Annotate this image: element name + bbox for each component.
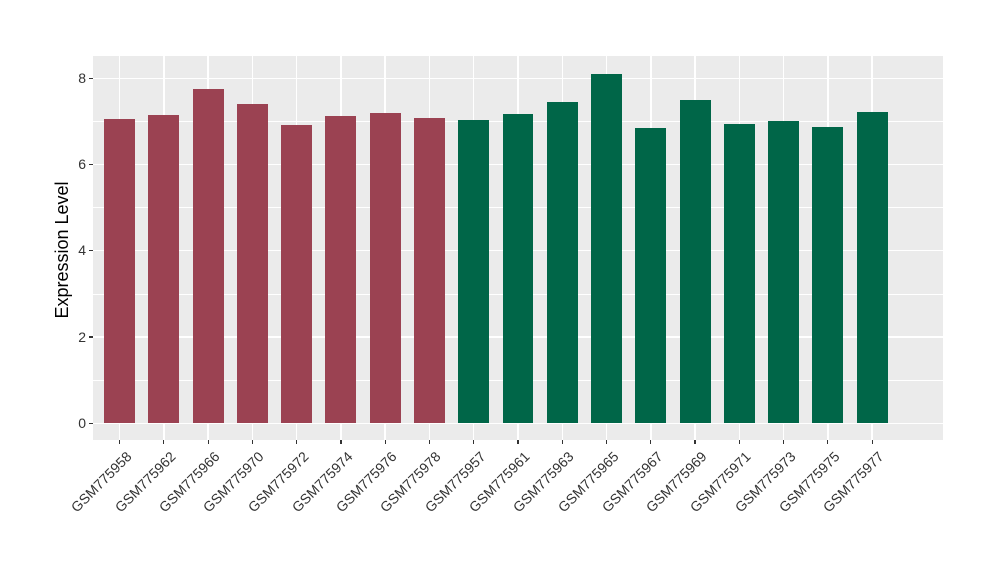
y-tick-label: 2 <box>78 328 86 345</box>
bar-GSM775974 <box>325 115 357 424</box>
x-axis-tick <box>384 440 386 444</box>
bar-GSM775958 <box>104 119 136 424</box>
bar-GSM775977 <box>856 111 888 424</box>
y-tick-label: 4 <box>78 242 86 259</box>
x-axis-tick <box>296 440 298 444</box>
x-axis-tick <box>561 440 563 444</box>
bar-GSM775972 <box>281 124 313 424</box>
x-axis-tick <box>517 440 519 444</box>
bar-GSM775978 <box>413 118 445 424</box>
x-axis-tick <box>738 440 740 444</box>
x-axis-tick <box>163 440 165 444</box>
y-axis-tick <box>89 250 93 252</box>
bar-GSM775973 <box>768 121 800 424</box>
bar-GSM775962 <box>148 114 180 424</box>
x-axis-tick <box>118 440 121 444</box>
bar-GSM775969 <box>679 99 711 424</box>
y-axis-tick <box>89 77 93 79</box>
x-axis-tick <box>207 440 209 444</box>
y-axis-tick <box>89 163 93 166</box>
x-axis-tick <box>871 440 873 444</box>
horizontal-major-gridline <box>93 77 943 79</box>
bar-GSM775965 <box>591 74 623 424</box>
x-axis-tick <box>428 440 431 444</box>
bar-GSM775957 <box>458 119 490 424</box>
x-axis-tick <box>783 440 785 444</box>
y-tick-label: 6 <box>78 156 86 173</box>
x-axis-tick <box>650 440 652 444</box>
bar-GSM775967 <box>635 128 667 424</box>
bar-GSM775976 <box>369 112 401 424</box>
bar-GSM775966 <box>192 89 224 424</box>
x-axis-tick <box>694 440 696 444</box>
y-tick-label: 8 <box>78 69 86 86</box>
bar-GSM775971 <box>723 124 755 424</box>
bar-GSM775975 <box>812 127 844 424</box>
bar-GSM775970 <box>236 104 268 424</box>
y-axis-tick <box>89 336 93 338</box>
y-axis-tick <box>89 422 93 424</box>
x-axis-tick <box>473 440 475 444</box>
bar-GSM775961 <box>502 113 534 424</box>
y-tick-label: 0 <box>78 414 86 431</box>
plot-panel <box>93 56 943 440</box>
x-axis-tick <box>605 440 608 444</box>
x-axis-tick <box>251 440 253 444</box>
x-axis-tick <box>340 440 342 444</box>
x-axis-tick <box>827 440 829 444</box>
bar-GSM775963 <box>546 101 578 424</box>
